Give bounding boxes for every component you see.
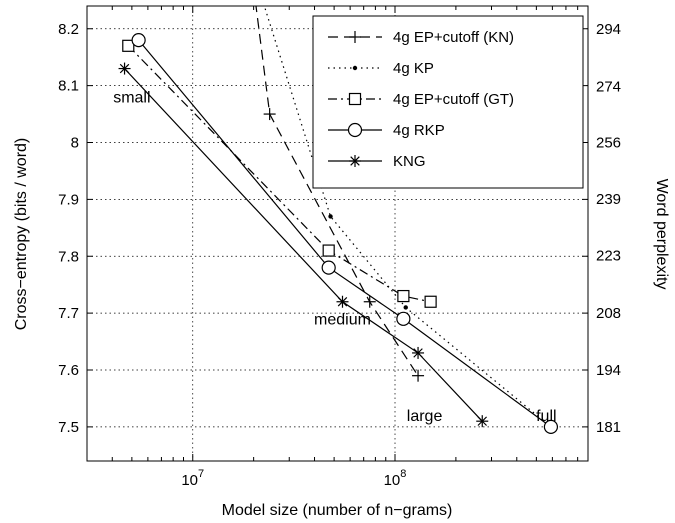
marker-circle <box>543 419 559 434</box>
y-tick-label: 7.5 <box>58 419 79 436</box>
annotations-group: small medium large full <box>113 90 556 426</box>
legend-label-5: KNG <box>393 153 426 170</box>
data-point-series-1 <box>363 295 376 308</box>
right-tick-label: 256 <box>596 135 621 152</box>
y-tick-label: 7.7 <box>58 305 79 322</box>
right-tick-label: 274 <box>596 79 621 96</box>
x-tick-label: 108 <box>384 468 407 489</box>
annotation-label: large <box>407 408 443 425</box>
data-point-series-3 <box>122 39 135 52</box>
marker-square <box>322 244 335 257</box>
x-tick-exponent: 8 <box>400 468 406 480</box>
y-axis-label: Cross−entropy (bits / word) <box>13 138 30 331</box>
y-tick-label: 7.9 <box>58 191 79 208</box>
annotation-label: medium <box>314 312 371 329</box>
series-group <box>118 6 559 434</box>
legend-marker-4 <box>347 122 363 138</box>
legend-marker-2 <box>352 65 358 71</box>
marker-circle <box>131 33 146 48</box>
x-tick-base: 10 <box>384 472 401 489</box>
data-point-series-2 <box>403 305 408 310</box>
marker-stroke <box>350 156 360 166</box>
legend-marker-1 <box>349 31 361 43</box>
marker-stroke <box>477 416 487 426</box>
ticks-group: 7.5 7.6 7.7 7.8 7.9 8 8.1 8.2 181 194 208 223 239 256… <box>58 6 621 489</box>
data-point-series-4 <box>543 419 559 434</box>
legend-label-1: 4g EP+cutoff (KN) <box>393 29 514 46</box>
x-tick-exponent: 7 <box>198 468 204 480</box>
x-tick-label: 107 <box>181 468 204 489</box>
y-tick-label: 8 <box>71 135 79 152</box>
data-point-series-1 <box>263 108 276 121</box>
legend: 4g EP+cutoff (KN) 4g KP 4g EP+cutoff (GT) 4… <box>312 15 584 189</box>
right-tick-label: 194 <box>596 362 621 379</box>
data-point-series-1 <box>412 369 425 382</box>
data-point-series-3 <box>424 295 437 308</box>
marker-square <box>348 92 362 106</box>
annotation-label: full <box>536 408 556 425</box>
y-tick-label: 7.6 <box>58 362 79 379</box>
series-line-3 <box>127 45 431 303</box>
series-line-2 <box>263 6 552 428</box>
series-line-4 <box>138 39 552 428</box>
data-point-series-4 <box>131 33 146 48</box>
marker-square <box>397 289 410 303</box>
legend-label-4: 4g RKP <box>393 122 445 139</box>
grid <box>87 6 588 461</box>
y-axis-label-right: Word perplexity <box>653 179 670 290</box>
data-point-series-2 <box>328 214 333 219</box>
right-tick-label: 223 <box>596 248 621 265</box>
y-tick-label: 8.2 <box>58 21 79 38</box>
marker-dot <box>403 305 408 310</box>
annotation-label: small <box>113 90 150 107</box>
data-point-series-3 <box>397 289 410 303</box>
x-tick-base: 10 <box>181 472 198 489</box>
right-tick-label: 294 <box>596 21 621 38</box>
marker-dot <box>328 214 333 219</box>
data-point-series-4 <box>321 260 336 275</box>
legend-label-3: 4g EP+cutoff (GT) <box>393 91 514 108</box>
marker-square <box>122 39 135 52</box>
marker-stroke <box>119 63 130 74</box>
legend-label-2: 4g KP <box>393 60 434 77</box>
y-tick-label: 8.1 <box>58 78 79 95</box>
plot-frame <box>86 5 589 462</box>
data-point-series-3 <box>322 244 335 257</box>
right-tick-label: 208 <box>596 305 621 322</box>
marker-dot <box>352 65 358 71</box>
marker-circle <box>396 311 411 326</box>
data-point-series-5 <box>412 346 425 359</box>
data-point-series-5 <box>476 415 489 428</box>
y-tick-label: 7.8 <box>58 248 79 265</box>
data-point-series-5 <box>336 295 349 308</box>
series-line-1 <box>255 6 419 377</box>
right-tick-label: 181 <box>596 419 621 436</box>
legend-marker-3 <box>348 92 362 106</box>
marker-square <box>424 295 437 308</box>
data-point-series-4 <box>396 311 411 326</box>
legend-marker-5 <box>349 155 361 167</box>
x-axis-label: Model size (number of n−grams) <box>222 502 453 519</box>
series-line-5 <box>124 68 483 422</box>
marker-stroke <box>337 297 348 307</box>
marker-circle <box>347 122 363 138</box>
right-tick-label: 239 <box>596 191 621 208</box>
data-point-series-5 <box>118 62 131 75</box>
marker-circle <box>321 260 336 275</box>
marker-stroke <box>413 348 423 358</box>
